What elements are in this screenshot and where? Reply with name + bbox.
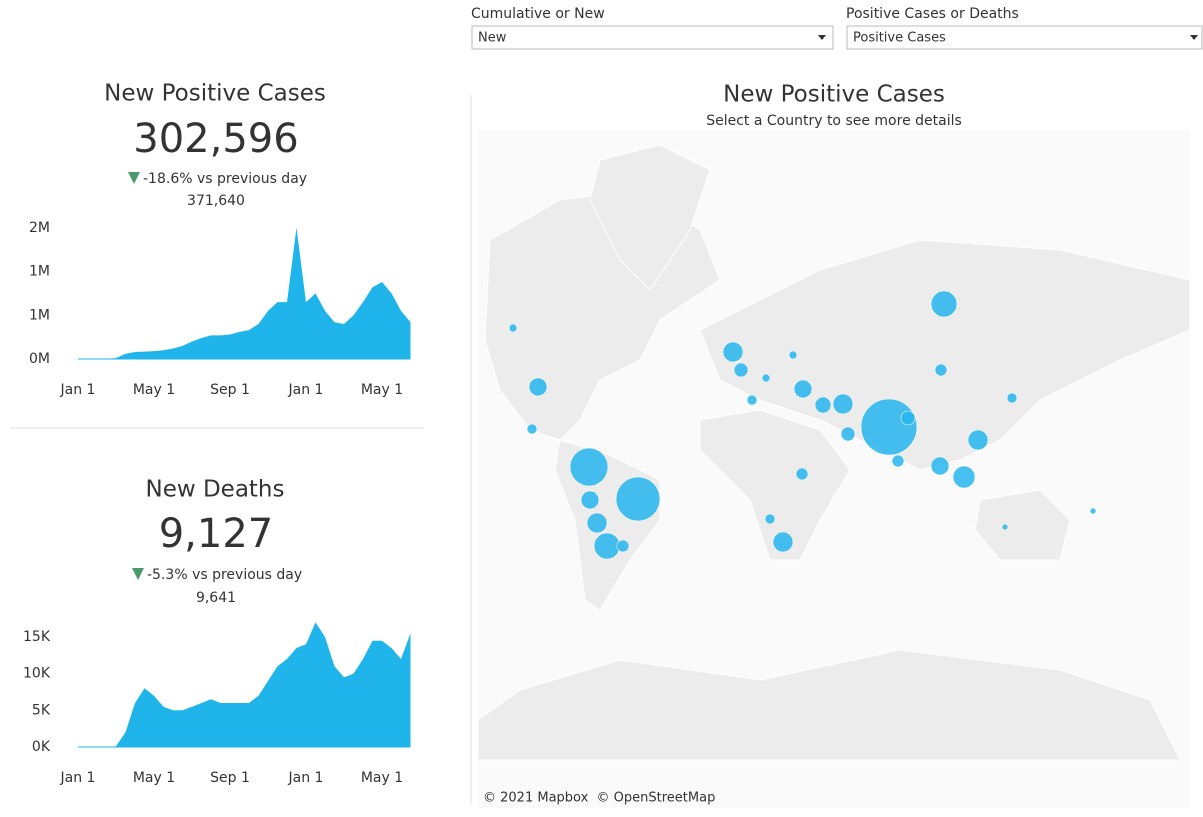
x-tick-label: Jan 1	[60, 770, 96, 786]
map-bubble[interactable]	[616, 539, 630, 553]
y-tick-label: 0K	[32, 739, 51, 755]
map-bubble[interactable]	[795, 467, 809, 481]
kpi-value: 9,127	[159, 511, 274, 557]
kpi-change: -18.6% vs previous day	[143, 171, 307, 187]
y-tick-label: 5K	[32, 702, 51, 718]
map-bubble[interactable]	[1001, 523, 1009, 531]
kpi-previous: 9,641	[196, 590, 236, 606]
map-subtitle: Select a Country to see more details	[706, 113, 962, 129]
y-tick-label: 15K	[23, 629, 51, 645]
dropdown[interactable]	[846, 25, 1203, 50]
map-bubble[interactable]	[772, 531, 794, 553]
area	[78, 622, 411, 747]
x-tick-label: Jan 1	[60, 382, 96, 398]
map-bubble[interactable]	[814, 396, 832, 414]
y-tick-label: 10K	[23, 666, 51, 682]
kpi-previous: 371,640	[187, 193, 245, 209]
kpi-title: New Deaths	[145, 477, 284, 503]
map-bubble[interactable]	[934, 363, 948, 377]
x-tick-label: Sep 1	[210, 382, 250, 398]
y-tick-label: 2M	[29, 220, 50, 236]
x-tick-label: Jan 1	[288, 770, 324, 786]
x-tick-label: May 1	[361, 382, 403, 398]
map-bubble[interactable]	[952, 465, 976, 489]
down-arrow	[132, 568, 144, 580]
map-bubble[interactable]	[746, 394, 758, 406]
map-bubble[interactable]	[508, 323, 518, 333]
kpi-change: -5.3% vs previous day	[147, 567, 302, 583]
x-tick-label: May 1	[133, 770, 175, 786]
filter-label: Positive Cases or Deaths	[846, 6, 1019, 22]
map-bubble[interactable]	[860, 398, 918, 456]
dropdown[interactable]	[471, 25, 834, 50]
map-bubble[interactable]	[930, 456, 950, 476]
x-tick-label: Sep 1	[210, 770, 250, 786]
x-tick-label: May 1	[361, 770, 403, 786]
dropdown-arrow[interactable]	[1190, 35, 1198, 40]
map-bubble[interactable]	[930, 290, 958, 318]
x-tick-label: Jan 1	[288, 382, 324, 398]
down-arrow	[128, 172, 140, 184]
map-bubble[interactable]	[722, 341, 744, 363]
map-bubble[interactable]	[569, 447, 609, 487]
dropdown-value[interactable]: Positive Cases	[853, 31, 946, 46]
kpi-value: 302,596	[133, 116, 298, 162]
y-tick-label: 1M	[29, 307, 50, 323]
map-bubble[interactable]	[832, 393, 854, 415]
map-bubble[interactable]	[788, 350, 798, 360]
map-bubble[interactable]	[900, 410, 916, 426]
map-bubble[interactable]	[615, 476, 661, 522]
map-bubble[interactable]	[793, 379, 813, 399]
x-tick-label: May 1	[133, 382, 175, 398]
map-bubble[interactable]	[840, 426, 856, 442]
map-bubble[interactable]	[1089, 507, 1097, 515]
map-bubble[interactable]	[1006, 392, 1018, 404]
y-tick-label: 0M	[29, 351, 50, 367]
map-bubble[interactable]	[586, 512, 608, 534]
dropdown-arrow[interactable]	[818, 35, 826, 40]
map-bubble[interactable]	[593, 532, 621, 560]
map-bubble[interactable]	[733, 362, 749, 378]
dropdown-value[interactable]: New	[478, 31, 507, 46]
y-tick-label: 1M	[29, 264, 50, 280]
map-bubble[interactable]	[761, 373, 771, 383]
map-bubble[interactable]	[580, 490, 600, 510]
map-bubble[interactable]	[891, 454, 905, 468]
map-bubble[interactable]	[528, 377, 548, 397]
kpi-title: New Positive Cases	[104, 81, 326, 107]
map-bubble[interactable]	[526, 423, 538, 435]
filter-label: Cumulative or New	[471, 6, 605, 22]
map-bubble[interactable]	[967, 429, 989, 451]
map-attribution: © 2021 Mapbox © OpenStreetMap	[483, 791, 715, 806]
area	[78, 227, 411, 359]
map-bubble[interactable]	[764, 513, 776, 525]
map-title: New Positive Cases	[723, 82, 945, 108]
